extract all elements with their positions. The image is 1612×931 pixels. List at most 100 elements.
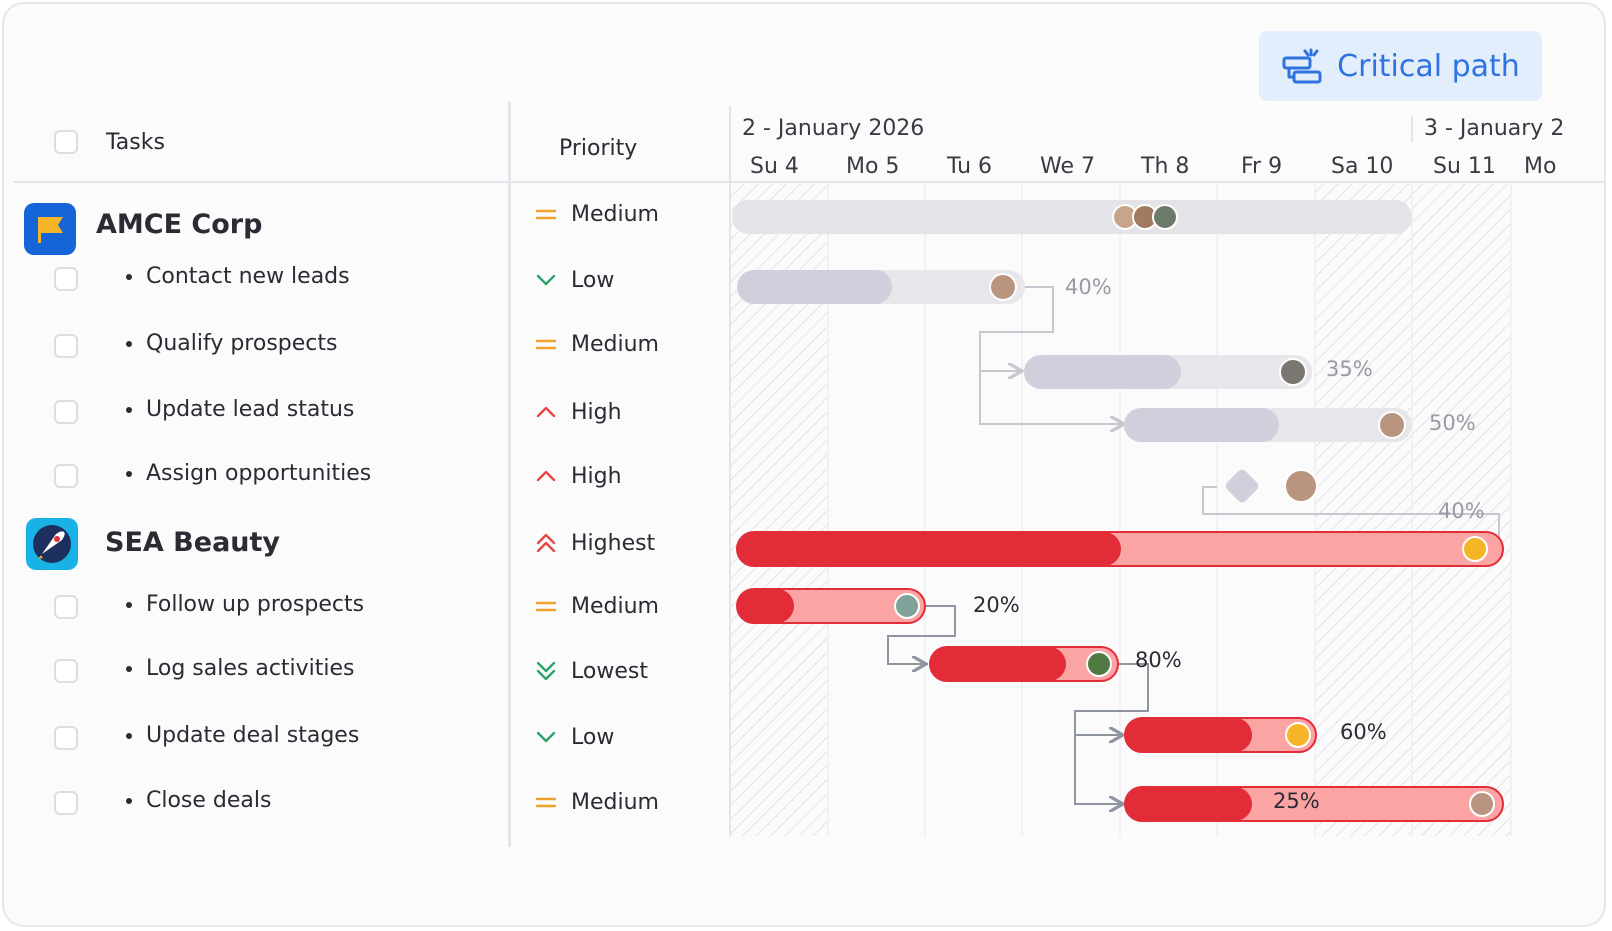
priority-low-icon xyxy=(536,274,556,286)
avatar xyxy=(989,273,1017,301)
day-label: We 7 xyxy=(1040,154,1095,179)
task-name: Log sales activities xyxy=(146,656,355,681)
task-label[interactable]: Update lead status xyxy=(126,397,354,422)
task-name: Close deals xyxy=(146,788,272,813)
priority-label: Medium xyxy=(571,201,659,227)
bullet-icon xyxy=(126,471,132,477)
task-checkbox[interactable] xyxy=(54,791,78,815)
dependency-connectors-critical xyxy=(887,605,1149,804)
task-progress xyxy=(737,270,892,304)
day-label: Sa 10 xyxy=(1331,154,1394,179)
task-checkbox[interactable] xyxy=(54,400,78,424)
progress-label: 25% xyxy=(1273,789,1320,813)
critical-path-button[interactable]: Critical path xyxy=(1259,31,1542,101)
priority-label: Medium xyxy=(571,593,659,619)
task-name: Follow up prospects xyxy=(146,592,365,617)
avatar xyxy=(1285,722,1311,748)
priority-cell[interactable]: High xyxy=(535,396,622,428)
flag-icon xyxy=(24,203,76,255)
dependency-connectors-grey xyxy=(979,286,1500,539)
timeline-divider xyxy=(729,106,731,836)
task-progress xyxy=(737,589,794,623)
group-label[interactable]: AMCE Corp xyxy=(96,209,263,240)
summary-progress xyxy=(737,532,1121,566)
avatar xyxy=(894,593,920,619)
task-checkbox[interactable] xyxy=(54,267,78,291)
priority-label: Lowest xyxy=(571,658,648,684)
priority-cell[interactable]: Medium xyxy=(535,198,659,230)
milestone-diamond[interactable] xyxy=(1224,468,1261,505)
task-label[interactable]: Qualify prospects xyxy=(126,331,337,356)
bullet-icon xyxy=(126,341,132,347)
task-name: Update lead status xyxy=(146,397,355,422)
progress-label: 35% xyxy=(1326,357,1373,381)
task-name: Update deal stages xyxy=(146,723,360,748)
priority-cell[interactable]: Medium xyxy=(535,328,659,360)
priority-label: Highest xyxy=(571,530,656,556)
progress-label: 60% xyxy=(1340,720,1387,744)
avatar xyxy=(1469,791,1495,817)
week-divider xyxy=(1411,116,1413,142)
task-progress xyxy=(1125,718,1252,752)
avatar xyxy=(1279,358,1307,386)
priority-low-icon xyxy=(536,731,556,743)
priority-label: Medium xyxy=(571,789,659,815)
task-checkbox[interactable] xyxy=(54,334,78,358)
day-label: Su 11 xyxy=(1433,154,1496,179)
bullet-icon xyxy=(126,798,132,804)
summary-bar-amce[interactable] xyxy=(732,200,1412,234)
task-label[interactable]: Log sales activities xyxy=(126,656,355,681)
priority-medium-icon xyxy=(535,601,557,612)
task-checkbox[interactable] xyxy=(54,659,78,683)
priority-label: Medium xyxy=(571,331,659,357)
week-label-2: 3 - January 2 xyxy=(1424,116,1565,141)
rocket-icon xyxy=(26,518,78,570)
progress-label: 80% xyxy=(1135,648,1182,672)
priority-column-header[interactable]: Priority xyxy=(559,136,638,161)
bullet-icon xyxy=(126,666,132,672)
task-label[interactable]: Update deal stages xyxy=(126,723,359,748)
day-label: Th 8 xyxy=(1141,154,1190,179)
priority-cell[interactable]: Medium xyxy=(535,590,659,622)
priority-cell[interactable]: High xyxy=(535,460,622,492)
task-checkbox[interactable] xyxy=(54,464,78,488)
priority-medium-icon xyxy=(535,797,557,808)
day-label: Fr 9 xyxy=(1241,154,1283,179)
avatar xyxy=(1462,536,1488,562)
avatar xyxy=(1086,651,1112,677)
tasks-column-header[interactable]: Tasks xyxy=(106,130,165,155)
bullet-icon xyxy=(126,733,132,739)
task-name: Qualify prospects xyxy=(146,331,338,356)
task-name: Assign opportunities xyxy=(146,461,372,486)
task-checkbox[interactable] xyxy=(54,595,78,619)
column-resizer[interactable] xyxy=(508,102,511,847)
task-progress xyxy=(1024,355,1181,389)
task-label[interactable]: Close deals xyxy=(126,788,271,813)
priority-cell[interactable]: Highest xyxy=(535,527,655,559)
task-label[interactable]: Contact new leads xyxy=(126,264,350,289)
priority-label: High xyxy=(571,399,622,425)
bullet-icon xyxy=(126,274,132,280)
week-label-1: 2 - January 2026 xyxy=(742,116,925,141)
priority-high-icon xyxy=(536,470,556,482)
bullet-icon xyxy=(126,407,132,413)
priority-cell[interactable]: Medium xyxy=(535,786,659,818)
priority-cell[interactable]: Low xyxy=(535,264,614,296)
group-label[interactable]: SEA Beauty xyxy=(105,527,281,558)
critical-path-label: Critical path xyxy=(1337,48,1520,84)
priority-medium-icon xyxy=(535,209,557,220)
priority-cell[interactable]: Lowest xyxy=(535,655,648,687)
select-all-checkbox[interactable] xyxy=(54,130,78,154)
task-checkbox[interactable] xyxy=(54,726,78,750)
priority-high-icon xyxy=(536,406,556,418)
day-label: Mo xyxy=(1524,154,1557,179)
task-progress xyxy=(930,647,1066,681)
day-label: Su 4 xyxy=(750,154,799,179)
gantt-chart xyxy=(731,184,1512,836)
progress-label: 50% xyxy=(1429,411,1476,435)
task-label[interactable]: Follow up prospects xyxy=(126,592,364,617)
priority-cell[interactable]: Low xyxy=(535,721,614,753)
task-label[interactable]: Assign opportunities xyxy=(126,461,371,486)
day-label: Mo 5 xyxy=(846,154,900,179)
